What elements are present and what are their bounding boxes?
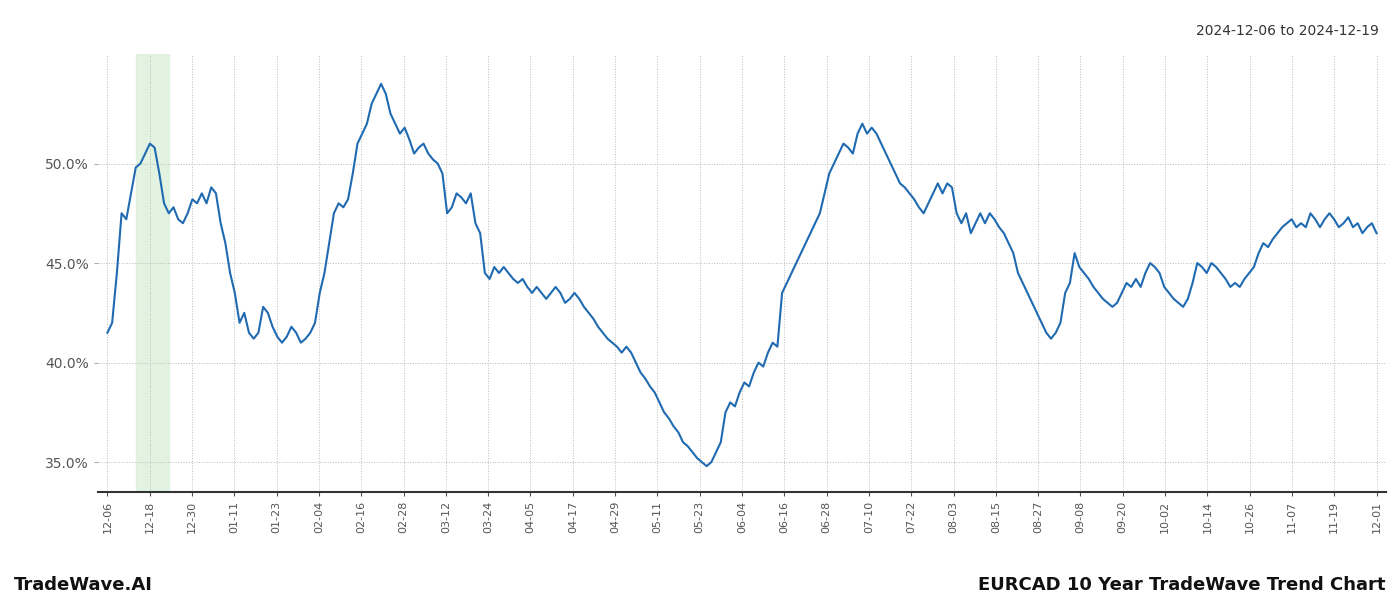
- Bar: [136, 54, 169, 492]
- Text: TradeWave.AI: TradeWave.AI: [14, 576, 153, 594]
- Text: 2024-12-06 to 2024-12-19: 2024-12-06 to 2024-12-19: [1196, 24, 1379, 38]
- Text: EURCAD 10 Year TradeWave Trend Chart: EURCAD 10 Year TradeWave Trend Chart: [979, 576, 1386, 594]
